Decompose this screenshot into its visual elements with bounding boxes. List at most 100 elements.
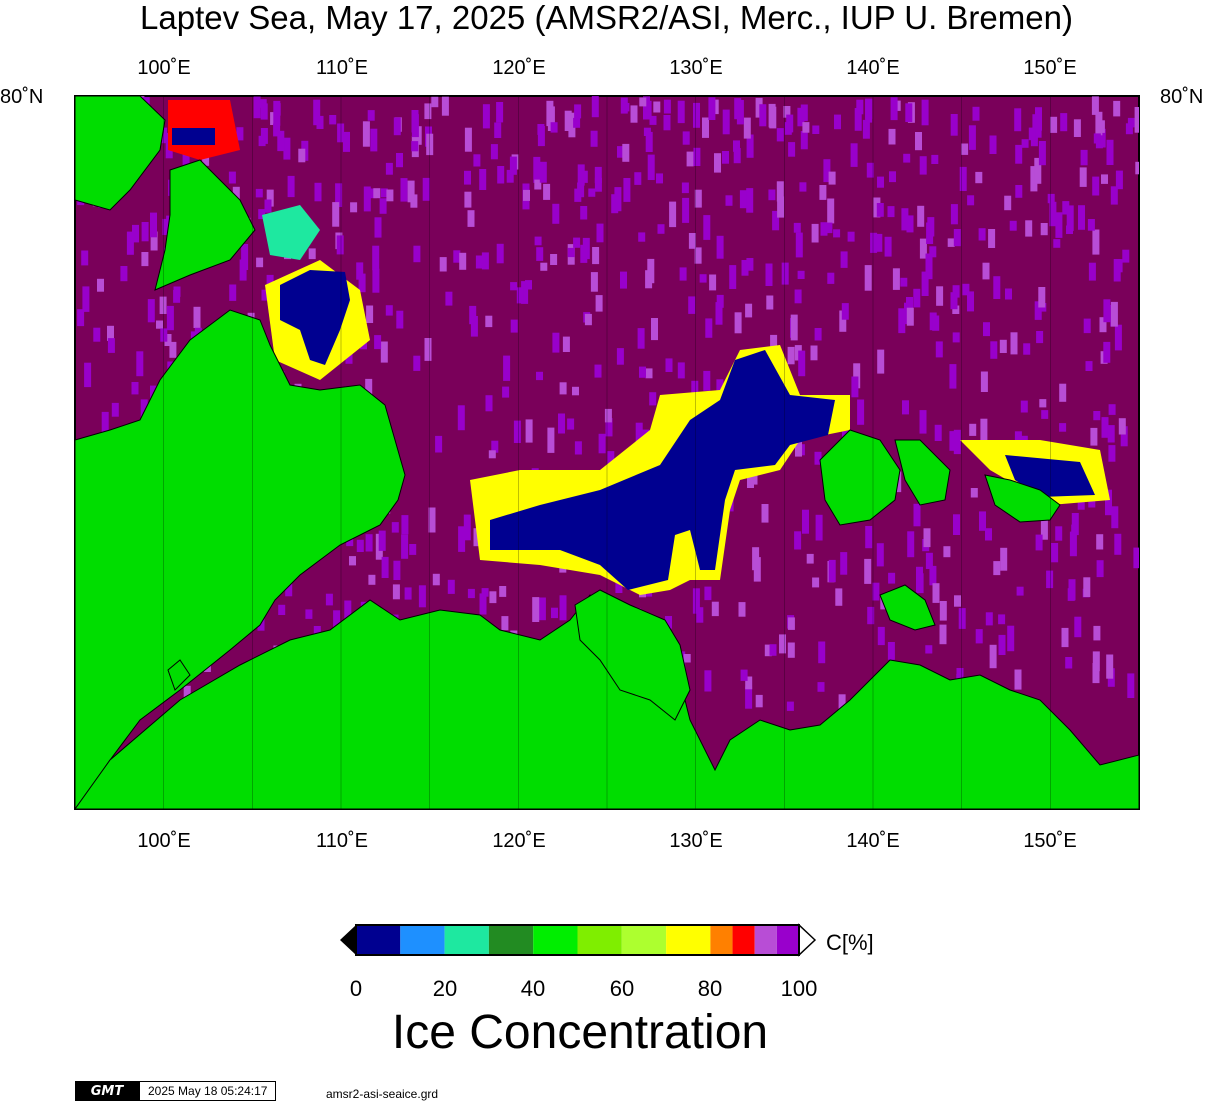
- ice-speckle: [812, 125, 820, 134]
- ice-speckle: [385, 305, 393, 316]
- ice-speckle: [411, 110, 419, 133]
- ice-speckle: [1087, 219, 1095, 231]
- ice-speckle: [506, 169, 514, 183]
- ice-speckle: [1055, 526, 1063, 541]
- ice-speckle: [786, 701, 794, 711]
- ice-speckle: [509, 156, 517, 175]
- ice-speckle: [993, 561, 1001, 576]
- ice-speckle: [559, 595, 567, 621]
- ice-speckle: [349, 556, 356, 566]
- ice-speckle: [745, 676, 753, 690]
- lon-label-bottom-100: 100˚E: [137, 830, 191, 852]
- ice-speckle: [839, 310, 847, 332]
- ice-speckle: [82, 286, 90, 312]
- ice-speckle: [1034, 157, 1042, 184]
- ice-speckle: [1125, 123, 1133, 135]
- ice-speckle: [264, 199, 272, 213]
- ice-speckle: [336, 235, 344, 255]
- ice-speckle: [536, 247, 544, 261]
- lon-label-bottom-150: 150˚E: [1023, 830, 1077, 852]
- ice-speckle: [111, 402, 119, 417]
- ice-speckle: [870, 232, 878, 253]
- ice-speckle: [379, 198, 387, 214]
- ice-speckle: [374, 335, 382, 350]
- ice-speckle: [386, 189, 394, 202]
- ice-speckle: [607, 451, 615, 469]
- ice-speckle: [464, 191, 472, 208]
- ice-speckle: [592, 247, 600, 265]
- ice-speckle: [665, 616, 672, 629]
- lon-label-bottom-110: 110˚E: [316, 830, 368, 852]
- ice-speckle: [798, 350, 806, 377]
- ice-speckle: [422, 177, 430, 201]
- ice-speckle: [1135, 161, 1139, 175]
- ice-speckle: [239, 259, 247, 281]
- ice-speckle: [741, 260, 749, 276]
- ice-speckle: [439, 257, 447, 272]
- ice-speckle: [677, 100, 685, 124]
- ice-speckle: [776, 181, 784, 202]
- lon-label-top-100: 100˚E: [137, 57, 191, 79]
- ice-speckle: [793, 222, 801, 233]
- ice-speckle: [1088, 262, 1096, 281]
- ice-speckle: [725, 195, 733, 206]
- ice-speckle: [562, 336, 570, 352]
- ice-speckle: [136, 351, 144, 377]
- ice-speckle: [1051, 543, 1059, 563]
- ice-speckle: [132, 224, 139, 243]
- ice-speckle: [677, 362, 685, 379]
- ice-speckle: [686, 151, 694, 167]
- open-water-polynya: [172, 128, 1095, 590]
- ice-speckle: [489, 591, 497, 604]
- ice-speckle: [694, 247, 702, 264]
- ice-speckle: [982, 262, 990, 280]
- ice-speckle: [1110, 186, 1118, 205]
- ice-speckle: [1015, 185, 1023, 198]
- ice-speckle: [898, 308, 906, 334]
- ice-speckle: [799, 182, 807, 192]
- ice-speckle: [552, 203, 560, 224]
- ice-speckle: [638, 232, 646, 242]
- ice-speckle: [525, 419, 533, 443]
- ice-speckle: [980, 371, 988, 392]
- ice-speckle: [568, 112, 576, 138]
- ice-speckle: [365, 534, 373, 552]
- ice-speckle: [620, 97, 628, 114]
- ice-speckle: [645, 368, 653, 379]
- ice-speckle: [800, 104, 808, 122]
- ice-speckle: [745, 303, 753, 318]
- ice-speckle: [847, 231, 855, 242]
- ice-speckle: [496, 102, 504, 123]
- ice-speckle: [273, 100, 281, 126]
- ice-speckle: [101, 411, 109, 438]
- ice-speckle: [688, 233, 696, 249]
- ice-speckle: [372, 245, 380, 271]
- ice-speckle: [424, 103, 432, 120]
- ice-speckle: [479, 169, 487, 190]
- ice-speckle: [363, 186, 371, 212]
- ice-speckle: [1038, 141, 1046, 166]
- ice-speckle: [921, 271, 929, 296]
- ice-speckle: [877, 626, 885, 646]
- ice-speckle: [550, 122, 558, 133]
- ice-speckle: [635, 422, 643, 445]
- ice-speckle: [567, 418, 575, 430]
- ice-speckle: [740, 669, 748, 681]
- ice-speckle: [332, 202, 340, 227]
- ice-speckle: [491, 440, 499, 453]
- ice-speckle: [800, 131, 808, 150]
- ice-speckle: [643, 96, 650, 120]
- ice-speckle: [764, 644, 772, 657]
- ice-speckle: [150, 231, 158, 251]
- ice-speckle: [768, 189, 776, 201]
- ice-speckle: [485, 395, 493, 412]
- ice-speckle: [1111, 506, 1119, 529]
- ice-speckle: [827, 272, 835, 284]
- ice-speckle: [503, 355, 511, 381]
- ice-speckle: [916, 573, 924, 594]
- ice-speckle: [77, 309, 85, 327]
- ice-speckle: [888, 572, 896, 584]
- ice-speckle: [693, 102, 700, 128]
- ice-speckle: [708, 97, 716, 120]
- ice-speckle: [1014, 108, 1022, 132]
